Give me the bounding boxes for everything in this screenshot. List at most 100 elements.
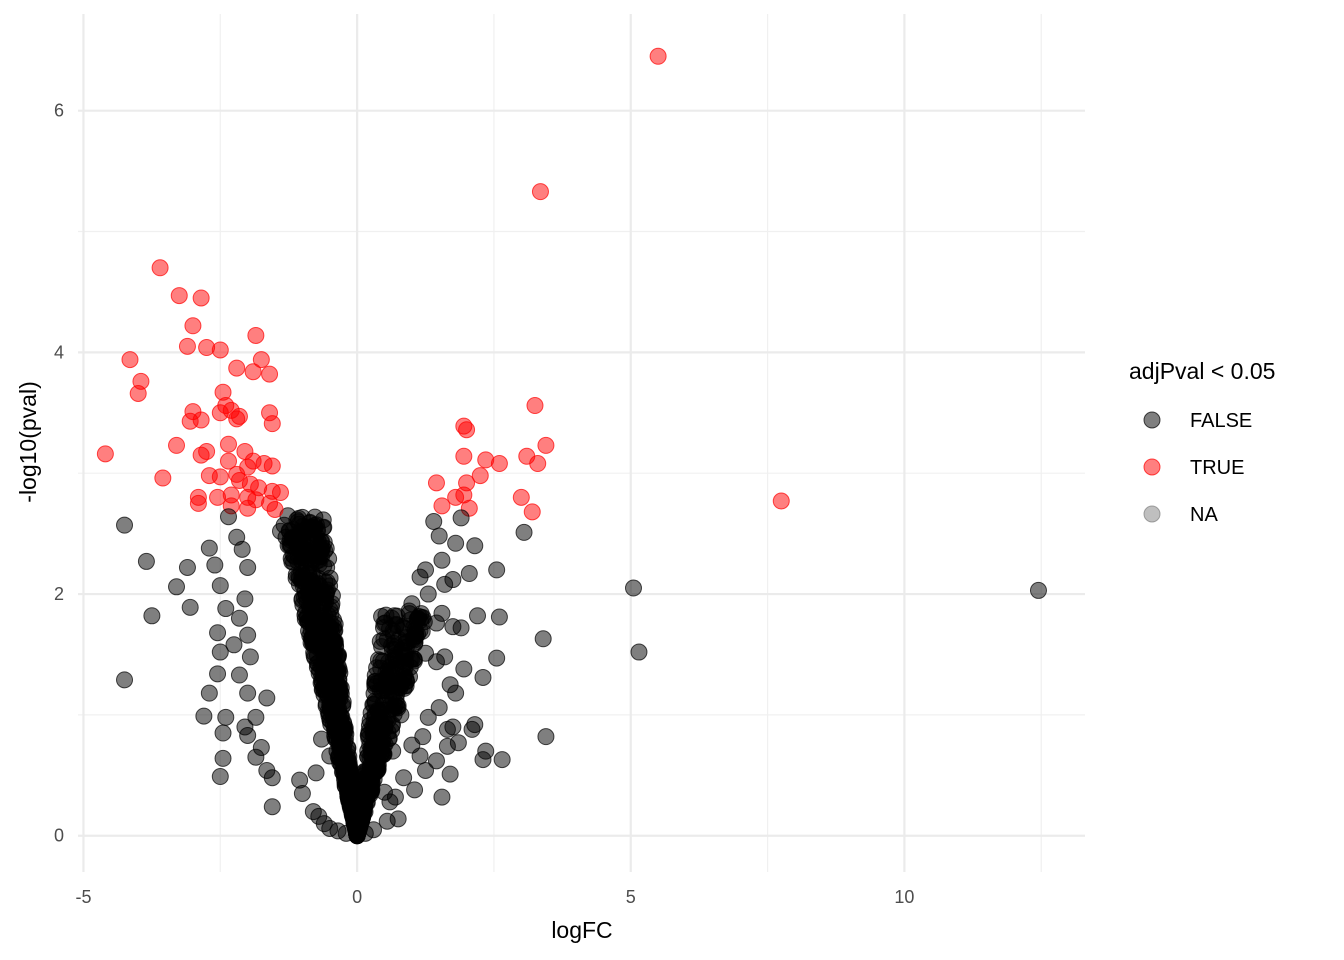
point-false [397, 672, 415, 690]
point-true [96, 445, 114, 463]
point-true [192, 289, 210, 307]
point-false [241, 648, 259, 666]
point-false [312, 533, 330, 551]
point-true [154, 469, 172, 487]
point-false [375, 783, 393, 801]
point-false [239, 684, 257, 702]
point-false [116, 671, 134, 689]
y-tick-label: 2 [54, 584, 64, 604]
point-false [425, 513, 443, 531]
point-false [433, 788, 451, 806]
point-true [247, 326, 265, 344]
point-false [263, 798, 281, 816]
point-true [228, 410, 246, 428]
point-false [455, 660, 473, 678]
point-false [307, 764, 325, 782]
point-false [299, 573, 317, 591]
legend-title: adjPval < 0.05 [1129, 358, 1275, 384]
point-true [458, 421, 476, 439]
point-false [395, 769, 413, 787]
point-false [400, 602, 418, 620]
point-true [529, 455, 547, 473]
point-false [430, 527, 448, 545]
point-false [299, 550, 317, 568]
point-false [433, 551, 451, 569]
legend: adjPval < 0.05 FALSE TRUE NA [1129, 358, 1275, 526]
point-true [490, 455, 508, 473]
point-false [306, 517, 324, 535]
point-false [211, 643, 229, 661]
point-false [195, 707, 213, 725]
x-tick-labels: -5 0 5 10 [75, 887, 914, 907]
point-false [392, 706, 410, 724]
legend-label-true: TRUE [1190, 457, 1244, 479]
point-false [329, 649, 347, 667]
point-false [200, 684, 218, 702]
point-false [338, 743, 356, 761]
point-false [324, 715, 342, 733]
point-true [523, 503, 541, 521]
point-false [209, 665, 227, 683]
point-true [192, 446, 210, 464]
point-false [230, 609, 248, 627]
point-true [170, 287, 188, 305]
point-true [151, 259, 169, 277]
point-false [313, 730, 331, 748]
point-false [477, 742, 495, 760]
x-tick-label: 5 [626, 887, 636, 907]
point-false [537, 728, 555, 746]
point-false [225, 636, 243, 654]
point-false [168, 578, 186, 596]
point-false [441, 676, 459, 694]
point-false [252, 739, 270, 757]
point-false [438, 737, 456, 755]
point-false [384, 742, 402, 760]
point-false [493, 751, 511, 769]
point-false [624, 579, 642, 597]
x-tick-label: -5 [75, 887, 91, 907]
point-false [1029, 581, 1047, 599]
point-true [168, 436, 186, 454]
y-axis-title: -log10(pval) [15, 381, 41, 502]
point-false [354, 794, 372, 812]
point-false [258, 689, 276, 707]
point-false [211, 768, 229, 786]
point-false [378, 812, 396, 830]
legend-key-true [1143, 458, 1161, 476]
point-false [200, 539, 218, 557]
point-true [252, 351, 270, 369]
point-false [447, 534, 465, 552]
point-false [378, 682, 396, 700]
point-false [411, 747, 429, 765]
point-true [244, 363, 262, 381]
legend-key-false [1143, 411, 1161, 429]
y-tick-label: 0 [54, 826, 64, 846]
point-false [181, 598, 199, 616]
point-true [531, 183, 549, 201]
point-false [291, 771, 309, 789]
point-true [261, 365, 279, 383]
y-tick-label: 6 [54, 101, 64, 121]
point-false [427, 653, 445, 671]
point-true [228, 359, 246, 377]
x-tick-label: 0 [352, 887, 362, 907]
point-true [211, 468, 229, 486]
x-tick-label: 10 [894, 887, 914, 907]
point-false [419, 585, 437, 603]
point-false [515, 523, 533, 541]
point-false [239, 558, 257, 576]
point-false [318, 661, 336, 679]
point-true [433, 497, 451, 515]
point-false [137, 552, 155, 570]
point-false [397, 638, 415, 656]
point-true [427, 474, 445, 492]
point-true [266, 500, 284, 518]
point-false [143, 607, 161, 625]
point-false [381, 620, 399, 638]
point-false [534, 630, 552, 648]
point-false [427, 614, 445, 632]
point-false [211, 577, 229, 595]
point-false [460, 565, 478, 583]
point-false [474, 668, 492, 686]
